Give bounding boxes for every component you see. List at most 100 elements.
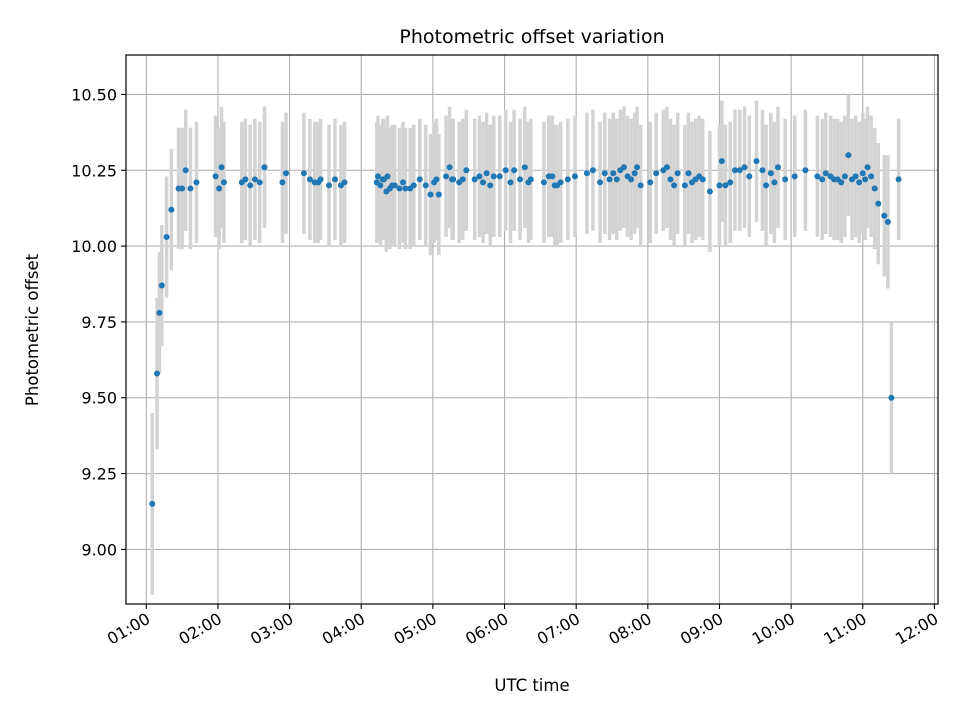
data-point — [326, 182, 332, 189]
y-tick-label: 10.50 — [71, 85, 117, 104]
data-point — [681, 182, 688, 189]
data-point — [433, 176, 440, 183]
data-point — [317, 176, 324, 183]
data-point — [511, 167, 518, 174]
data-point — [400, 179, 407, 186]
data-point — [261, 164, 268, 171]
data-point — [763, 182, 770, 189]
data-point — [283, 170, 290, 177]
data-point — [306, 176, 313, 183]
data-point — [589, 167, 596, 174]
data-point — [540, 179, 547, 186]
data-point — [620, 164, 627, 171]
data-point — [771, 179, 778, 186]
chart-title: Photometric offset variation — [399, 26, 664, 48]
data-point — [610, 170, 617, 177]
data-point — [427, 191, 434, 198]
data-point — [583, 170, 590, 177]
x-axis-title: UTC time — [494, 676, 569, 695]
y-tick-label: 10.25 — [71, 161, 117, 180]
data-point — [251, 176, 258, 183]
data-point — [446, 164, 453, 171]
y-tick-label: 9.75 — [81, 313, 117, 332]
data-point — [716, 182, 723, 189]
data-point — [601, 170, 608, 177]
data-point — [852, 173, 859, 180]
data-point — [476, 173, 483, 180]
data-point — [895, 176, 902, 183]
y-tick-label: 10.00 — [71, 237, 117, 256]
data-points — [149, 152, 902, 507]
data-point — [613, 176, 620, 183]
data-point — [220, 179, 227, 186]
data-point — [653, 170, 660, 177]
data-point — [549, 173, 556, 180]
data-point — [487, 182, 494, 189]
data-point — [741, 164, 748, 171]
data-point — [154, 370, 161, 377]
data-point — [859, 170, 866, 177]
data-point — [791, 173, 798, 180]
data-point — [732, 167, 738, 174]
data-point — [597, 179, 604, 186]
data-point — [149, 500, 156, 507]
data-point — [634, 164, 641, 171]
data-point — [667, 176, 674, 183]
data-point — [699, 176, 706, 183]
data-point — [628, 176, 635, 183]
data-point — [179, 185, 186, 192]
data-point — [218, 164, 225, 171]
data-point — [300, 170, 307, 177]
data-point — [490, 173, 497, 180]
data-point — [459, 176, 466, 183]
data-point — [671, 182, 678, 189]
data-point — [374, 173, 381, 180]
data-point — [802, 167, 809, 174]
data-point — [674, 170, 681, 177]
data-point — [435, 191, 442, 198]
data-point — [521, 164, 528, 171]
data-point — [862, 176, 869, 183]
data-point — [279, 179, 286, 186]
data-point — [443, 173, 450, 180]
data-point — [663, 164, 670, 171]
data-point — [377, 182, 384, 189]
data-point — [631, 170, 638, 177]
data-point — [822, 170, 829, 177]
data-point — [718, 158, 725, 165]
data-point — [193, 179, 200, 186]
data-point — [527, 176, 534, 183]
data-point — [868, 173, 875, 180]
data-point — [727, 179, 734, 186]
data-point — [841, 173, 848, 180]
data-point — [637, 182, 644, 189]
data-point — [502, 167, 509, 174]
data-point — [450, 176, 457, 183]
data-point — [416, 176, 423, 183]
data-point — [187, 185, 194, 192]
data-point — [341, 179, 348, 186]
plot-frame — [125, 54, 939, 605]
data-point — [384, 173, 391, 180]
data-point — [557, 179, 564, 186]
data-point — [884, 218, 891, 225]
data-point — [736, 167, 743, 174]
data-point — [507, 179, 514, 186]
data-point — [767, 170, 774, 177]
data-point — [782, 176, 789, 183]
data-point — [819, 176, 826, 183]
data-point — [759, 167, 766, 174]
data-point — [396, 185, 403, 192]
data-point — [163, 233, 170, 240]
data-point — [875, 200, 882, 207]
data-point — [838, 179, 845, 186]
data-point — [331, 176, 338, 183]
data-point — [774, 164, 781, 171]
data-point — [517, 176, 524, 183]
y-axis: 9.00 9.25 9.50 9.75 10.00 10.25 10.50 — [71, 85, 126, 559]
data-point — [571, 173, 578, 180]
data-point — [685, 170, 692, 177]
data-point — [722, 182, 729, 189]
y-tick-label: 9.00 — [81, 540, 117, 559]
